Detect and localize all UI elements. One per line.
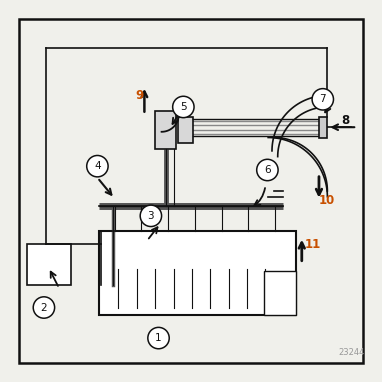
Text: 7: 7 (319, 94, 326, 104)
Text: 9: 9 (135, 89, 144, 102)
Text: 3: 3 (147, 211, 154, 221)
Text: 8: 8 (342, 114, 350, 127)
Text: 10: 10 (319, 194, 335, 207)
Circle shape (173, 96, 194, 118)
Circle shape (140, 205, 162, 227)
Circle shape (33, 297, 55, 318)
FancyBboxPatch shape (178, 117, 193, 143)
Circle shape (312, 89, 333, 110)
Text: 1: 1 (155, 333, 162, 343)
Circle shape (87, 155, 108, 177)
Text: 5: 5 (180, 102, 187, 112)
FancyBboxPatch shape (319, 117, 327, 138)
Circle shape (148, 327, 169, 349)
FancyBboxPatch shape (155, 111, 176, 149)
FancyBboxPatch shape (27, 244, 71, 285)
Text: 11: 11 (305, 238, 321, 251)
Text: 23244: 23244 (338, 348, 365, 357)
Text: 2: 2 (40, 303, 47, 312)
Circle shape (257, 159, 278, 181)
FancyBboxPatch shape (99, 231, 296, 315)
Text: 6: 6 (264, 165, 271, 175)
FancyBboxPatch shape (264, 271, 296, 315)
Text: 4: 4 (94, 161, 101, 171)
